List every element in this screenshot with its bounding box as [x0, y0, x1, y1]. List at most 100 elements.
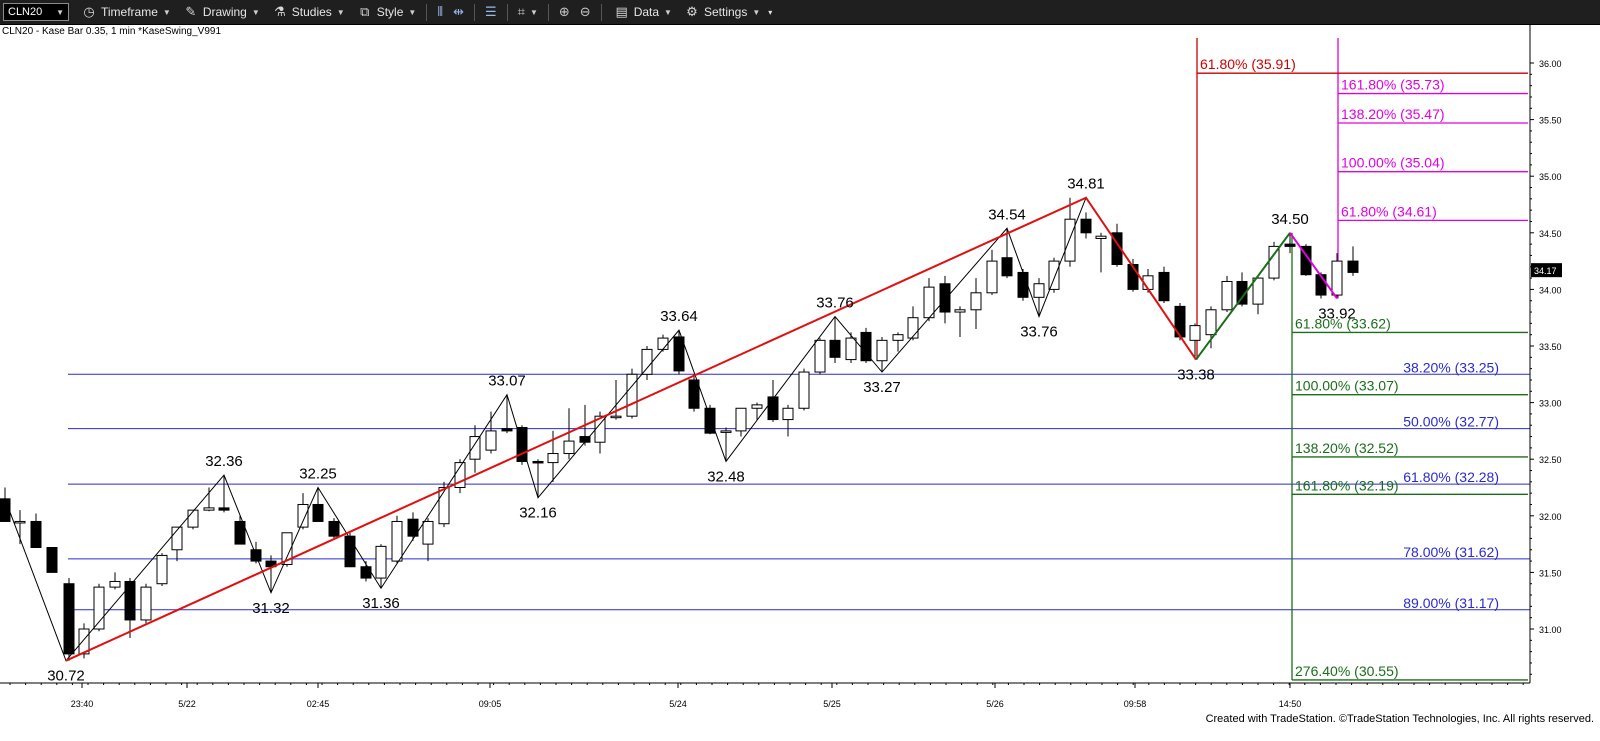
- timeframe-label: Timeframe: [101, 5, 158, 19]
- swing-label: 32.16: [519, 505, 557, 522]
- time-tick-label: 09:58: [1124, 699, 1147, 709]
- candle: [1347, 246, 1359, 276]
- zoom-in-icon[interactable]: ⊕: [558, 4, 570, 19]
- candle: [203, 487, 215, 512]
- candle: [1158, 266, 1170, 303]
- settings-menu[interactable]: ⚙ Settings ▼: [684, 4, 760, 20]
- cursor-mode-icon[interactable]: ⌗: [517, 4, 525, 19]
- fib-label-green: 276.40% (30.55): [1295, 663, 1399, 679]
- candle: [798, 368, 810, 411]
- candle: [312, 487, 324, 522]
- symbol-selector[interactable]: CLN20 ▼: [3, 3, 69, 21]
- candle-body-down: [501, 428, 513, 432]
- price-tick-label: 35.50: [1539, 116, 1562, 126]
- candle-body-up: [641, 348, 653, 375]
- candle: [297, 493, 309, 530]
- candle-body-up: [140, 586, 152, 621]
- price-tick-label: 33.50: [1539, 342, 1562, 352]
- toolbar: CLN20 ▼ ◷ Timeframe ▼ ✎ Drawing ▼ ⚗ Stud…: [0, 0, 1600, 25]
- candle: [250, 541, 262, 564]
- swing-label: 33.92: [1318, 305, 1356, 322]
- chevron-down-icon: ▼: [251, 7, 260, 17]
- bar-spacing-icon[interactable]: ⦀: [437, 4, 444, 19]
- compress-bars-icon[interactable]: ⇹: [453, 4, 464, 19]
- candle-body-down: [1158, 271, 1170, 302]
- candle-body-up: [485, 430, 497, 451]
- time-tick-label: 09:05: [479, 699, 502, 709]
- candle: [970, 278, 982, 330]
- timeframe-menu[interactable]: ◷ Timeframe ▼: [81, 4, 171, 20]
- candle-body-down: [0, 498, 11, 522]
- fib-label-blue: 61.80% (32.28): [1403, 469, 1499, 485]
- candle: [485, 411, 497, 454]
- candle-body-down: [328, 520, 340, 537]
- zoom-out-icon[interactable]: ⊖: [579, 4, 591, 19]
- swing-line-red-line: [65, 196, 1197, 662]
- candle-body-up: [610, 415, 622, 419]
- swing-lines: [65, 196, 1338, 662]
- swing-label: 32.25: [299, 466, 337, 483]
- fib-label-green: 161.80% (32.19): [1295, 477, 1399, 493]
- swing-label: 31.32: [252, 600, 290, 617]
- time-axis: 23:40 5/22 02:45 09:05 5/24 5/25 5/26 09:58 14:5…: [0, 682, 1530, 709]
- style-menu[interactable]: ⧉ Style ▼: [357, 4, 417, 20]
- candle: [454, 459, 466, 494]
- candle-body-up: [814, 339, 826, 373]
- candle: [109, 572, 121, 590]
- price-tick-label: 36.00: [1539, 59, 1562, 69]
- price-tick-label: 35.00: [1539, 172, 1562, 182]
- chevron-down-icon: ▼: [162, 7, 171, 17]
- candle-body-up: [751, 404, 763, 409]
- candle-body-up: [986, 260, 998, 294]
- candle: [641, 346, 653, 380]
- candle-body-up: [798, 371, 810, 409]
- candle-body-down: [673, 336, 685, 372]
- price-tick-label: 34.50: [1539, 229, 1562, 239]
- swing-label: 32.48: [707, 468, 745, 485]
- candle: [171, 526, 183, 562]
- candle-body-down: [1127, 263, 1139, 290]
- candle: [46, 546, 58, 573]
- fib-label-magenta: 161.80% (35.73): [1341, 77, 1445, 93]
- candle-body-up: [78, 628, 90, 655]
- fib-label-blue: 38.20% (33.25): [1403, 359, 1499, 375]
- candle: [610, 379, 622, 420]
- swing-line-magenta-fib: [1289, 232, 1338, 300]
- data-menu[interactable]: ▤ Data ▼: [614, 4, 672, 20]
- candle: [626, 368, 638, 419]
- candle-body-down: [1111, 232, 1123, 265]
- candle: [63, 578, 75, 661]
- candle: [93, 583, 105, 632]
- drawing-menu[interactable]: ✎ Drawing ▼: [183, 4, 260, 20]
- candle: [124, 578, 136, 639]
- candle-body-down: [360, 566, 372, 579]
- flask-icon: ⚗: [273, 4, 286, 19]
- candle-body-up: [907, 317, 919, 339]
- candle-body-down: [1236, 280, 1248, 305]
- candle-body-down: [532, 460, 544, 464]
- candle: [375, 544, 387, 589]
- style-icon: ⧉: [360, 4, 370, 19]
- chevron-down-icon: ▼: [752, 7, 761, 17]
- chevron-down-icon: ▼: [336, 7, 345, 17]
- candle: [501, 394, 513, 434]
- more-options-icon[interactable]: ▾: [768, 7, 773, 17]
- toolbar-divider: [506, 3, 508, 21]
- swing-label: 30.72: [47, 668, 85, 685]
- candle-body-down: [704, 407, 716, 434]
- candle: [720, 427, 732, 462]
- candle: [673, 330, 685, 375]
- copyright-footer: Created with TradeStation. ©TradeStation…: [1205, 713, 1594, 725]
- chevron-down-icon: ▼: [408, 7, 417, 17]
- swing-label: 33.76: [1020, 324, 1058, 341]
- candle: [829, 316, 841, 363]
- studies-menu[interactable]: ⚗ Studies ▼: [272, 4, 345, 20]
- candle-body-up: [469, 436, 481, 460]
- time-tick-label: 23:40: [71, 699, 94, 709]
- chart-panes-icon[interactable]: ☰: [484, 4, 497, 19]
- candle-body-up: [1048, 260, 1060, 290]
- drawing-label: Drawing: [202, 5, 247, 19]
- chart-title: CLN20 - Kase Bar 0.35, 1 min *KaseSwing_…: [2, 26, 222, 37]
- candle: [1268, 241, 1280, 281]
